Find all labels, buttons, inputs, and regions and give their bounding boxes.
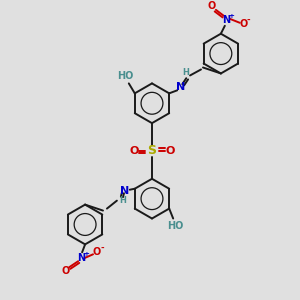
Text: N: N — [222, 15, 230, 25]
Text: O: O — [240, 19, 248, 29]
Text: H: H — [119, 196, 126, 205]
Text: O: O — [129, 146, 139, 156]
Text: +: + — [83, 251, 89, 257]
Text: +: + — [228, 13, 234, 19]
Text: -: - — [247, 16, 250, 25]
Text: HO: HO — [117, 71, 133, 81]
Text: O: O — [208, 1, 216, 11]
Text: -: - — [100, 244, 104, 253]
Text: N: N — [176, 82, 185, 92]
Text: S: S — [148, 145, 157, 158]
Text: HO: HO — [167, 221, 183, 232]
Text: N: N — [77, 253, 85, 263]
Text: O: O — [165, 146, 175, 156]
Text: O: O — [93, 247, 101, 257]
Text: O: O — [61, 266, 69, 276]
Text: H: H — [183, 68, 190, 77]
Text: N: N — [120, 186, 130, 196]
